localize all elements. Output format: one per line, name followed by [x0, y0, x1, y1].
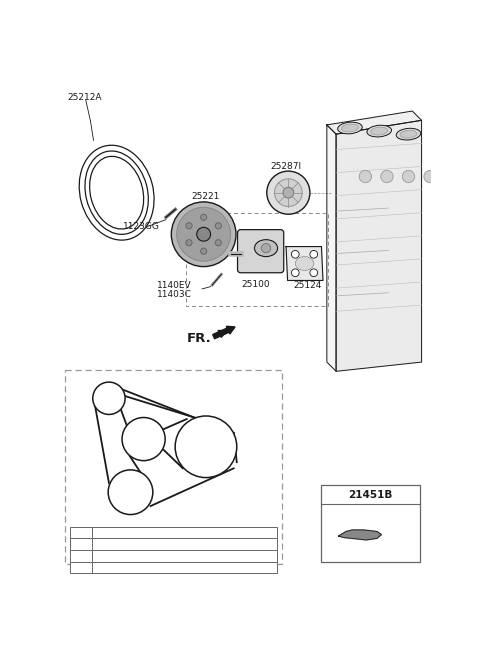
Circle shape: [359, 171, 372, 182]
Text: AN: AN: [73, 528, 88, 537]
Text: AC: AC: [73, 540, 87, 548]
Circle shape: [197, 228, 211, 241]
Circle shape: [201, 215, 207, 220]
Circle shape: [186, 239, 192, 246]
Text: AIR CON COMPRESSOR: AIR CON COMPRESSOR: [96, 540, 200, 548]
Circle shape: [262, 243, 271, 253]
Circle shape: [283, 188, 294, 198]
Bar: [71, 527, 277, 539]
Text: 25287I: 25287I: [271, 162, 302, 171]
Circle shape: [175, 416, 237, 478]
Circle shape: [381, 171, 393, 182]
Polygon shape: [336, 120, 421, 371]
Circle shape: [291, 269, 299, 277]
Text: CS: CS: [73, 563, 87, 572]
Text: FR.: FR.: [187, 333, 212, 346]
Circle shape: [122, 417, 165, 461]
Bar: [71, 562, 277, 573]
Ellipse shape: [371, 127, 388, 135]
Text: 25124: 25124: [294, 281, 322, 289]
Circle shape: [291, 251, 299, 258]
Circle shape: [201, 248, 207, 255]
Circle shape: [108, 470, 153, 514]
Circle shape: [93, 382, 125, 415]
Text: CRANKSHAFT: CRANKSHAFT: [96, 563, 156, 572]
Bar: [71, 550, 277, 562]
Polygon shape: [338, 530, 382, 540]
Ellipse shape: [337, 122, 362, 134]
Bar: [322, 485, 420, 562]
FancyBboxPatch shape: [238, 230, 284, 273]
Circle shape: [186, 222, 192, 229]
Ellipse shape: [295, 256, 314, 270]
Text: 1123GG: 1123GG: [123, 222, 160, 231]
Text: WP: WP: [73, 551, 90, 560]
Circle shape: [424, 171, 436, 182]
Circle shape: [275, 179, 302, 207]
Text: 21451B: 21451B: [348, 489, 393, 499]
Ellipse shape: [396, 129, 421, 140]
Circle shape: [177, 207, 230, 261]
Ellipse shape: [400, 131, 417, 138]
Text: 11403C: 11403C: [157, 290, 192, 299]
Circle shape: [267, 171, 310, 215]
Circle shape: [310, 269, 318, 277]
Polygon shape: [327, 111, 421, 134]
Circle shape: [310, 251, 318, 258]
Text: WATER PUMP: WATER PUMP: [96, 551, 155, 560]
Circle shape: [171, 202, 236, 266]
Circle shape: [402, 171, 415, 182]
Text: 25100: 25100: [241, 280, 270, 289]
Polygon shape: [286, 247, 323, 281]
Text: 25212A: 25212A: [67, 93, 102, 102]
Text: WP: WP: [135, 434, 153, 444]
Ellipse shape: [254, 239, 277, 256]
Polygon shape: [327, 125, 336, 371]
Text: AN: AN: [101, 393, 117, 403]
FancyArrow shape: [213, 326, 235, 338]
Ellipse shape: [341, 124, 359, 132]
Ellipse shape: [367, 125, 392, 137]
Text: 1140EV: 1140EV: [157, 281, 192, 289]
Circle shape: [215, 222, 221, 229]
Bar: [186, 213, 328, 306]
Text: CS: CS: [198, 441, 214, 452]
Text: AC: AC: [123, 487, 138, 497]
Bar: [71, 539, 277, 550]
Text: ALTERNATOR: ALTERNATOR: [96, 528, 154, 537]
Circle shape: [215, 239, 221, 246]
Text: 25221: 25221: [192, 192, 220, 201]
Bar: [65, 370, 282, 564]
